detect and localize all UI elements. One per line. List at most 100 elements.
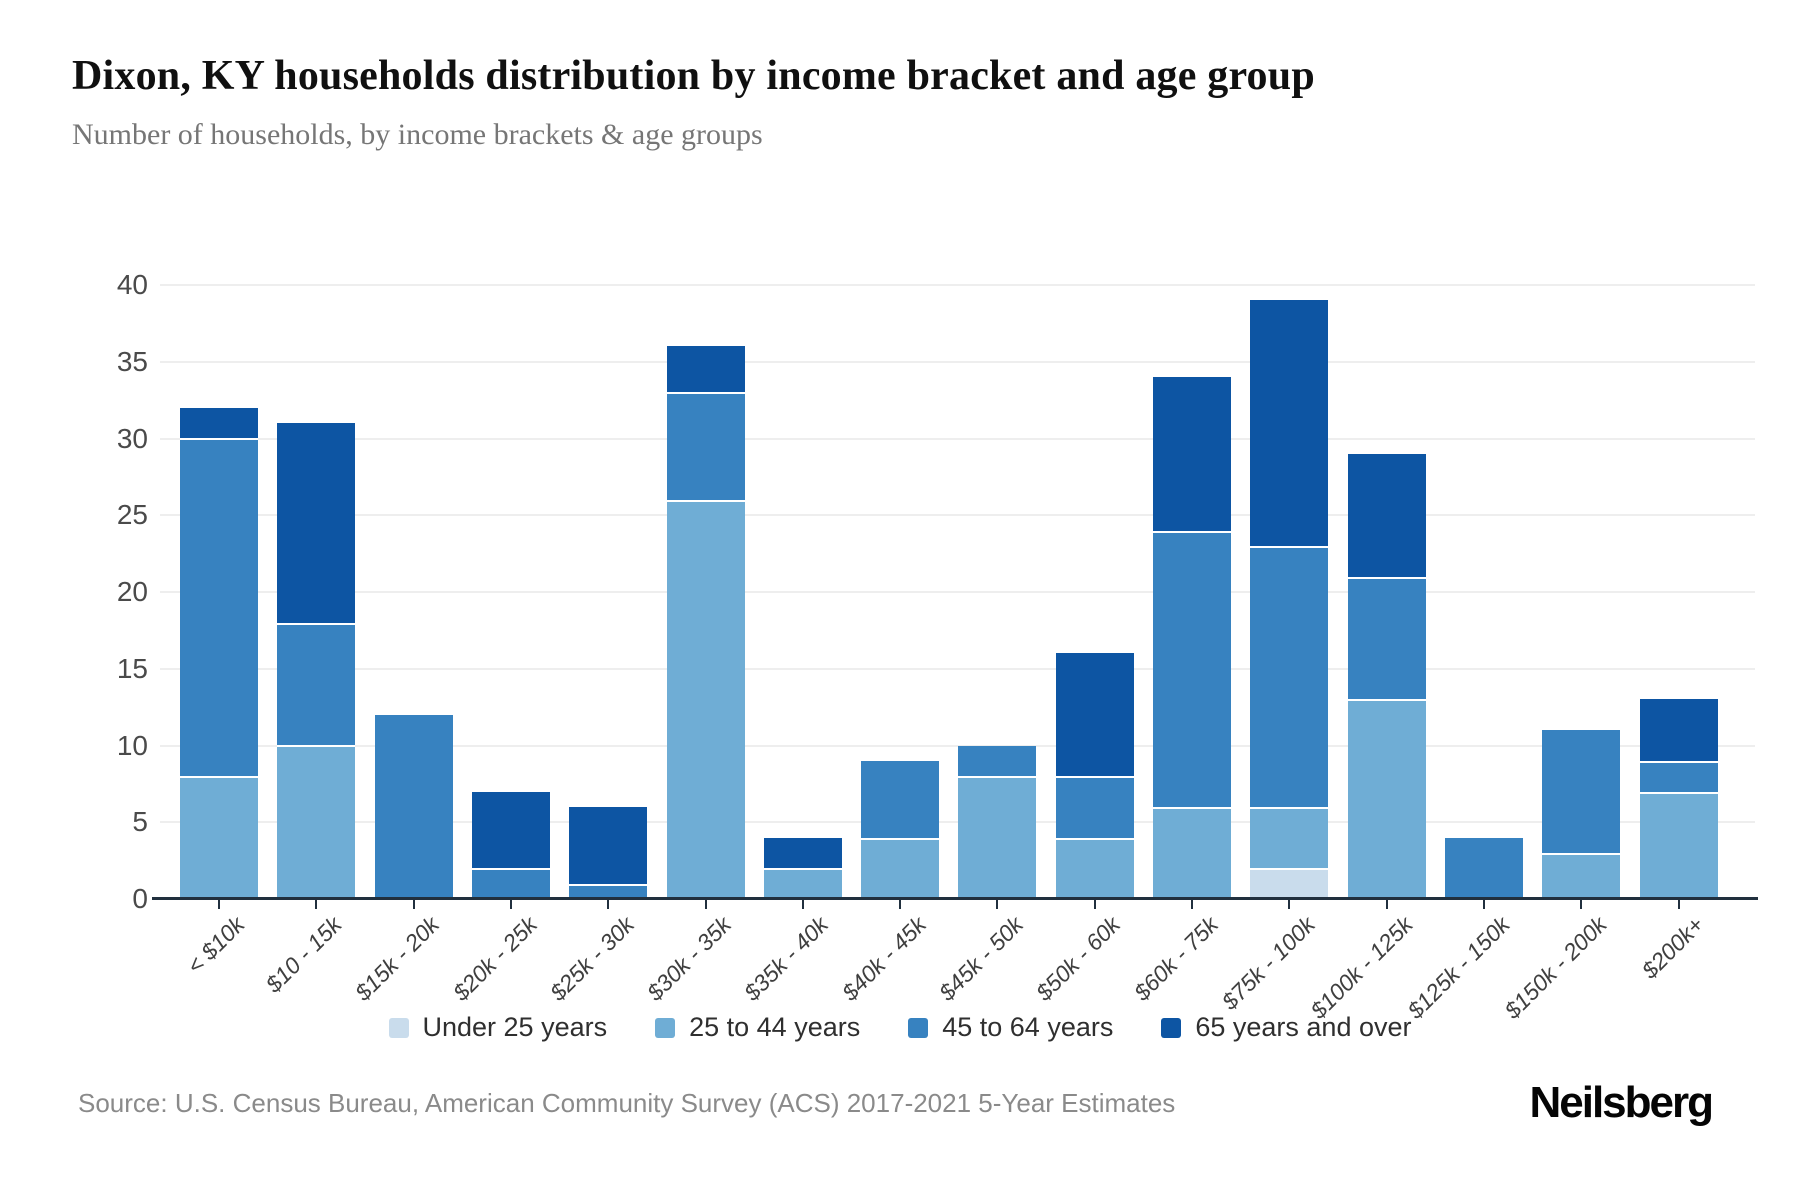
bar-segment[interactable] bbox=[1640, 699, 1718, 761]
bar-segment[interactable] bbox=[277, 745, 355, 899]
bar-segment[interactable] bbox=[1640, 760, 1718, 792]
bar bbox=[1640, 699, 1718, 899]
bar-segment[interactable] bbox=[764, 868, 842, 899]
legend-swatch bbox=[655, 1017, 676, 1038]
bar-segment[interactable] bbox=[180, 407, 258, 439]
bar bbox=[1250, 300, 1328, 899]
bar bbox=[1056, 653, 1134, 899]
bar-segment[interactable] bbox=[1153, 530, 1231, 807]
bar bbox=[1348, 453, 1426, 899]
legend: Under 25 years 25 to 44 years 45 to 64 yea… bbox=[0, 1012, 1800, 1043]
bar bbox=[667, 346, 745, 899]
legend-item[interactable]: Under 25 years bbox=[388, 1012, 607, 1043]
legend-label: 65 years and over bbox=[1195, 1012, 1412, 1042]
bar-segment[interactable] bbox=[569, 883, 647, 899]
bar bbox=[375, 714, 453, 899]
x-axis-tick bbox=[802, 900, 804, 909]
bar-segment[interactable] bbox=[958, 745, 1036, 777]
x-axis-tick bbox=[607, 900, 609, 909]
x-axis-tick bbox=[705, 900, 707, 909]
bar-segment[interactable] bbox=[277, 622, 355, 746]
bar-segment[interactable] bbox=[667, 346, 745, 393]
x-axis-tick bbox=[1288, 900, 1290, 909]
bar-segment[interactable] bbox=[472, 791, 550, 869]
legend-item[interactable]: 65 years and over bbox=[1161, 1012, 1412, 1043]
bar-segment[interactable] bbox=[667, 392, 745, 500]
source-text: Source: U.S. Census Bureau, American Com… bbox=[78, 1088, 1176, 1118]
x-axis-tick bbox=[1386, 900, 1388, 909]
bar bbox=[569, 806, 647, 899]
y-axis-tick-label: 35 bbox=[116, 345, 148, 377]
x-axis-tick bbox=[899, 900, 901, 909]
bar-segment[interactable] bbox=[861, 760, 939, 838]
x-axis-label: $50k - 60k bbox=[1031, 911, 1126, 1006]
bar bbox=[1542, 730, 1620, 899]
bar-segment[interactable] bbox=[1640, 791, 1718, 899]
legend-item[interactable]: 45 to 64 years bbox=[908, 1012, 1113, 1043]
x-axis-tick bbox=[1483, 900, 1485, 909]
x-axis-label: $100k - 125k bbox=[1304, 911, 1418, 1024]
bar-segment[interactable] bbox=[1056, 776, 1134, 838]
x-axis-label: $75k - 100k bbox=[1216, 911, 1320, 1015]
x-axis-label: $60k - 75k bbox=[1128, 911, 1223, 1006]
bar-segment[interactable] bbox=[180, 438, 258, 777]
gridline bbox=[160, 437, 1755, 440]
bar bbox=[277, 423, 355, 899]
bar-segment[interactable] bbox=[1542, 730, 1620, 853]
bar-segment[interactable] bbox=[1250, 300, 1328, 546]
x-axis-label: $10 - 15k bbox=[260, 911, 347, 998]
x-axis-label: $25k - 30k bbox=[544, 911, 639, 1006]
y-axis-tick-label: 5 bbox=[132, 806, 148, 838]
bar-segment[interactable] bbox=[1153, 377, 1231, 531]
bar-segment[interactable] bbox=[1153, 806, 1231, 899]
bar-segment[interactable] bbox=[1056, 653, 1134, 777]
bar-segment[interactable] bbox=[667, 499, 745, 899]
chart-subtitle: Number of households, by income brackets… bbox=[72, 118, 763, 151]
x-axis-label: $20k - 25k bbox=[447, 911, 542, 1006]
gridline bbox=[160, 360, 1755, 363]
x-axis-tick bbox=[1580, 900, 1582, 909]
x-axis-tick bbox=[218, 900, 220, 909]
x-axis-tick bbox=[1094, 900, 1096, 909]
y-axis-tick-label: 20 bbox=[116, 576, 148, 607]
bar-segment[interactable] bbox=[277, 423, 355, 623]
bar-segment[interactable] bbox=[1348, 453, 1426, 577]
x-axis-label: < $10k bbox=[182, 911, 250, 979]
bar-segment[interactable] bbox=[472, 868, 550, 899]
bar-segment[interactable] bbox=[1250, 806, 1328, 869]
bar-segment[interactable] bbox=[1348, 699, 1426, 899]
bar-segment[interactable] bbox=[180, 776, 258, 899]
x-axis-label: $200k+ bbox=[1636, 911, 1710, 984]
bar bbox=[764, 837, 842, 899]
legend-swatch bbox=[388, 1017, 409, 1038]
chart-title: Dixon, KY households distribution by inc… bbox=[72, 53, 1315, 99]
bar-segment[interactable] bbox=[569, 806, 647, 884]
x-axis-label: $150k - 200k bbox=[1499, 911, 1612, 1024]
legend-label: 45 to 64 years bbox=[942, 1012, 1114, 1042]
x-axis-label: $45k - 50k bbox=[933, 911, 1029, 1006]
bar-segment[interactable] bbox=[861, 837, 939, 899]
bar-segment[interactable] bbox=[1250, 868, 1328, 899]
x-axis-label: $15k - 20k bbox=[349, 911, 445, 1006]
bar bbox=[472, 791, 550, 899]
bar-segment[interactable] bbox=[375, 714, 453, 899]
y-axis-tick-label: 25 bbox=[116, 499, 148, 531]
bar-segment[interactable] bbox=[958, 776, 1036, 899]
x-axis-tick bbox=[510, 900, 512, 909]
bar bbox=[861, 760, 939, 899]
bar-segment[interactable] bbox=[1250, 545, 1328, 807]
bar-segment[interactable] bbox=[1542, 852, 1620, 899]
gridline bbox=[160, 744, 1755, 747]
bar-segment[interactable] bbox=[764, 837, 842, 869]
bar-segment[interactable] bbox=[1056, 837, 1134, 899]
brand-logo: Neilsberg bbox=[1529, 1078, 1714, 1127]
bar-segment[interactable] bbox=[1348, 576, 1426, 700]
legend-item[interactable]: 25 to 44 years bbox=[655, 1012, 860, 1043]
x-axis-label: $35k - 40k bbox=[739, 911, 834, 1006]
y-axis-tick-label: 15 bbox=[116, 652, 148, 684]
bar bbox=[958, 745, 1036, 900]
y-axis-tick-label: 40 bbox=[116, 269, 148, 300]
bar-segment[interactable] bbox=[1445, 837, 1523, 899]
x-axis-tick bbox=[315, 900, 317, 909]
